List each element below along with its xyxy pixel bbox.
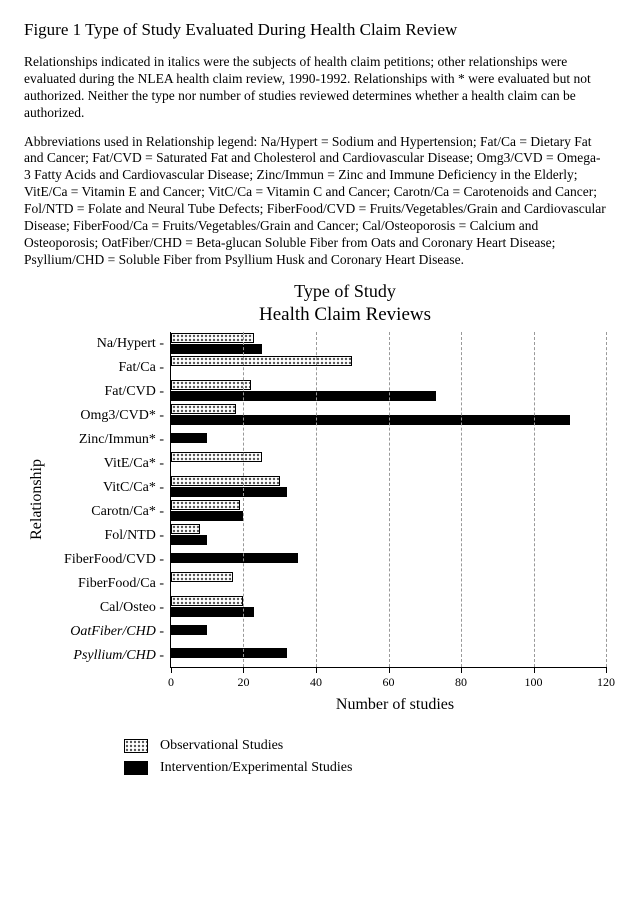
bar-intervention — [171, 625, 207, 635]
figure-title: Figure 1 Type of Study Evaluated During … — [24, 20, 606, 40]
y-axis-label: Relationship — [24, 459, 50, 540]
bar-observational — [171, 356, 352, 366]
legend-item-intervention: Intervention/Experimental Studies — [124, 760, 606, 776]
x-tick-label: 0 — [168, 675, 174, 690]
bar-observational — [171, 452, 262, 462]
gridline — [316, 332, 317, 667]
chart-subtitle: Health Claim Reviews — [84, 304, 606, 326]
category-label: Fat/Ca - — [50, 356, 164, 380]
category-label: Psyllium/CHD - — [50, 644, 164, 668]
bar-observational — [171, 380, 251, 390]
chart: Type of Study Health Claim Reviews Relat… — [24, 281, 606, 714]
gridline — [534, 332, 535, 667]
bar-intervention — [171, 535, 207, 545]
x-tick — [316, 667, 317, 673]
x-tick-label: 80 — [455, 675, 467, 690]
bar-intervention — [171, 607, 254, 617]
plot-area: 020406080100120 — [170, 332, 606, 668]
gridline — [606, 332, 607, 667]
intro-paragraph-1: Relationships indicated in italics were … — [24, 54, 606, 122]
bar-intervention — [171, 648, 287, 658]
x-tick — [534, 667, 535, 673]
x-tick-label: 100 — [525, 675, 543, 690]
bar-intervention — [171, 415, 570, 425]
x-tick-label: 20 — [237, 675, 249, 690]
x-tick — [606, 667, 607, 673]
gridline — [243, 332, 244, 667]
bar-observational — [171, 333, 254, 343]
bar-intervention — [171, 553, 298, 563]
intro-paragraph-2: Abbreviations used in Relationship legen… — [24, 134, 606, 269]
x-tick-label: 120 — [597, 675, 615, 690]
category-label: VitE/Ca* - — [50, 452, 164, 476]
bar-intervention — [171, 433, 207, 443]
bar-observational — [171, 572, 233, 582]
chart-title: Type of Study — [84, 281, 606, 302]
bar-observational — [171, 596, 243, 606]
category-label: OatFiber/CHD - — [50, 620, 164, 644]
category-label: Fol/NTD - — [50, 524, 164, 548]
x-tick — [461, 667, 462, 673]
bar-observational — [171, 524, 200, 534]
category-label: FiberFood/Ca - — [50, 572, 164, 596]
legend-swatch-observational — [124, 739, 148, 753]
legend-swatch-intervention — [124, 761, 148, 775]
x-axis-label: Number of studies — [184, 696, 606, 714]
x-tick — [171, 667, 172, 673]
x-tick — [243, 667, 244, 673]
category-labels: Na/Hypert -Fat/Ca -Fat/CVD -Omg3/CVD* -Z… — [50, 332, 170, 668]
bar-observational — [171, 404, 236, 414]
category-label: Omg3/CVD* - — [50, 404, 164, 428]
bar-intervention — [171, 344, 262, 354]
category-label: Carotn/Ca* - — [50, 500, 164, 524]
category-label: VitC/Ca* - — [50, 476, 164, 500]
category-label: Cal/Osteo - — [50, 596, 164, 620]
legend-label-observational: Observational Studies — [160, 738, 283, 754]
legend: Observational Studies Intervention/Exper… — [124, 738, 606, 776]
category-label: FiberFood/CVD - — [50, 548, 164, 572]
gridline — [389, 332, 390, 667]
x-tick-label: 60 — [383, 675, 395, 690]
legend-item-observational: Observational Studies — [124, 738, 606, 754]
x-tick — [389, 667, 390, 673]
bar-intervention — [171, 391, 436, 401]
category-label: Na/Hypert - — [50, 332, 164, 356]
bar-observational — [171, 476, 280, 486]
x-tick-label: 40 — [310, 675, 322, 690]
category-label: Fat/CVD - — [50, 380, 164, 404]
legend-label-intervention: Intervention/Experimental Studies — [160, 760, 352, 776]
bar-intervention — [171, 511, 243, 521]
bar-observational — [171, 500, 240, 510]
gridline — [461, 332, 462, 667]
category-label: Zinc/Immun* - — [50, 428, 164, 452]
bar-intervention — [171, 487, 287, 497]
